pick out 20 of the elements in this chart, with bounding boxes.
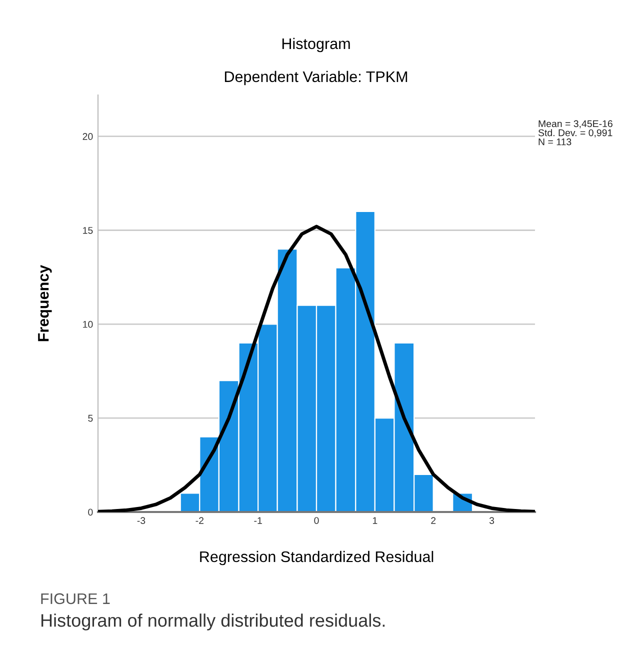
- x-tick-label: 2: [431, 517, 436, 524]
- chart-subtitle: Dependent Variable: TPKM: [224, 70, 408, 86]
- x-tick-label: -3: [137, 517, 146, 524]
- y-tick-label: 5: [88, 414, 93, 422]
- x-tick-label: 3: [489, 517, 494, 524]
- y-axis-title: Frequency: [38, 264, 52, 342]
- y-tick-label: 20: [82, 133, 93, 140]
- chart-title: Histogram: [282, 38, 350, 52]
- y-tick-label: 10: [83, 320, 93, 328]
- text: Histogram of normally distributed residuals.: [41, 614, 385, 630]
- caption: FIGURE 1: [41, 593, 110, 604]
- y-tick-label: 15: [83, 227, 93, 234]
- x-tick-label: 1: [372, 517, 378, 524]
- x-tick-label: 0: [314, 517, 319, 524]
- y-tick-label: 0: [88, 508, 93, 516]
- x-tick-label: -1: [254, 517, 262, 524]
- line-series: [98, 224, 535, 512]
- x-tick-label: -2: [196, 517, 204, 524]
- text: Mean = 3,45E-16 Std. Dev. = 0,991 N = 113: [538, 120, 612, 146]
- x-axis-title: Regression Standardized Residual: [200, 550, 434, 566]
